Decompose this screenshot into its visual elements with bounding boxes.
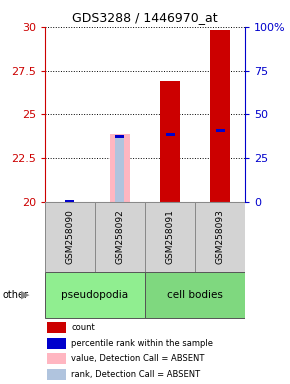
Bar — [115, 138, 124, 202]
Bar — [210, 30, 230, 202]
Text: rank, Detection Call = ABSENT: rank, Detection Call = ABSENT — [71, 371, 201, 379]
Text: pseudopodia: pseudopodia — [61, 290, 128, 300]
Bar — [45, 202, 95, 272]
Bar — [166, 133, 175, 136]
Text: ▶: ▶ — [21, 290, 29, 300]
Bar — [145, 202, 195, 272]
Bar — [115, 135, 124, 137]
Bar — [45, 272, 145, 318]
Bar — [48, 321, 66, 333]
Text: cell bodies: cell bodies — [167, 290, 223, 300]
Text: GSM258091: GSM258091 — [166, 210, 175, 265]
Bar — [66, 200, 75, 202]
Bar — [160, 81, 180, 202]
Title: GDS3288 / 1446970_at: GDS3288 / 1446970_at — [72, 11, 218, 24]
Text: value, Detection Call = ABSENT: value, Detection Call = ABSENT — [71, 354, 205, 364]
Text: percentile rank within the sample: percentile rank within the sample — [71, 339, 213, 348]
Bar — [48, 353, 66, 364]
Text: GSM258092: GSM258092 — [115, 210, 124, 264]
Text: GSM258090: GSM258090 — [66, 210, 75, 265]
Bar — [110, 134, 130, 202]
Bar — [48, 369, 66, 381]
Text: count: count — [71, 323, 95, 331]
Text: GSM258093: GSM258093 — [215, 210, 224, 265]
Text: other: other — [3, 290, 29, 300]
Bar — [95, 202, 145, 272]
Bar — [48, 338, 66, 349]
Bar — [215, 129, 224, 131]
Bar — [145, 272, 245, 318]
Bar — [195, 202, 245, 272]
